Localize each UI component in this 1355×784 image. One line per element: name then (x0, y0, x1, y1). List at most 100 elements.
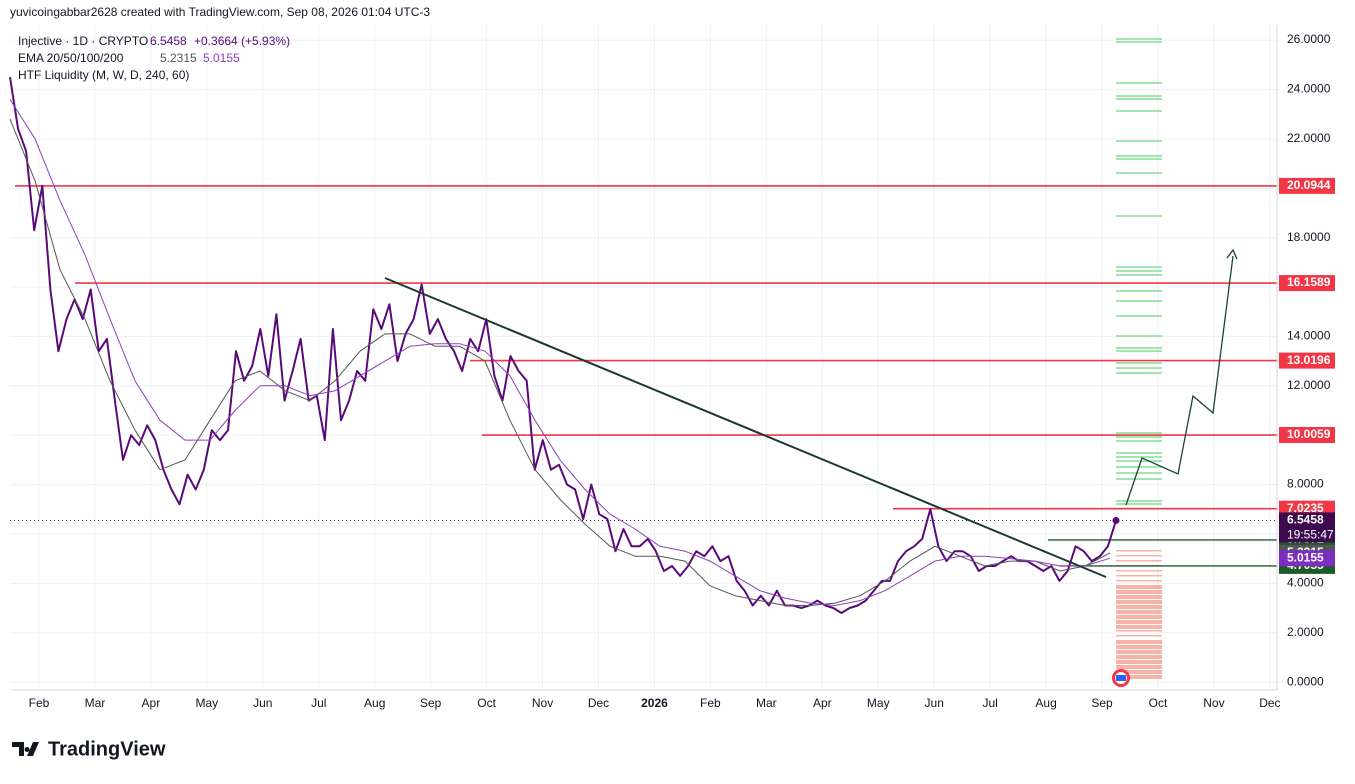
liquidity-band (1116, 625, 1162, 629)
liquidity-band (1116, 456, 1162, 458)
x-tick-label: Oct (477, 696, 496, 710)
liquidity-band (1116, 605, 1162, 609)
liquidity-band (1116, 98, 1162, 100)
x-tick-label: Jul (311, 696, 326, 710)
ema-label-box (1279, 550, 1335, 567)
liquidity-band (1116, 436, 1162, 438)
y-tick-label: 24.0000 (1287, 82, 1331, 96)
y-tick-label: 8.0000 (1287, 477, 1324, 491)
liquidity-band (1116, 110, 1162, 112)
ema-label: 5.0155 (1287, 550, 1324, 564)
liquidity-band (1116, 155, 1162, 157)
legend-ema-value: 5.2315 (160, 51, 197, 65)
y-tick-label: 22.0000 (1287, 131, 1331, 145)
liquidity-band (1116, 41, 1162, 43)
liquidity-band (1116, 432, 1162, 434)
x-tick-label: Feb (29, 696, 50, 710)
liquidity-band (1116, 655, 1162, 659)
liquidity-band (1116, 367, 1162, 369)
level-label-box (1279, 275, 1335, 292)
liquidity-band (1116, 595, 1162, 599)
liquidity-band (1116, 140, 1162, 142)
marks (9, 76, 1277, 614)
liquidity-band (1116, 452, 1162, 454)
liquidity-bands (1116, 38, 1162, 679)
x-tick-label: Aug (364, 696, 385, 710)
liquidity-band (1116, 215, 1162, 217)
level-label: 10.0059 (1287, 427, 1331, 441)
liquidity-band (1116, 670, 1162, 674)
projection (1125, 255, 1234, 506)
liquidity-band (1116, 440, 1162, 442)
liquidity-band (1116, 270, 1162, 272)
liquidity-band (1116, 640, 1162, 644)
x-tick-label: 2026 (641, 696, 668, 710)
x-tick-label: Jun (925, 696, 944, 710)
liquidity-band (1116, 590, 1162, 594)
liquidity-band (1116, 290, 1162, 292)
liquidity-band (1116, 560, 1162, 562)
y-tick-label: 0.0000 (1287, 674, 1324, 688)
x-tick-label: Nov (1203, 696, 1224, 710)
x-tick-label: Jul (982, 696, 997, 710)
liquidity-band (1116, 335, 1162, 337)
liquidity-band (1116, 580, 1162, 582)
liquidity-band (1116, 620, 1162, 624)
liquidity-band (1116, 300, 1162, 302)
liquidity-band (1116, 95, 1162, 97)
price-label-box (1279, 512, 1335, 543)
liquidity-band (1116, 630, 1162, 632)
series-line (9, 118, 1111, 606)
liquidity-band (1116, 362, 1162, 364)
x-tick-label: Jun (253, 696, 272, 710)
liquidity-band (1116, 600, 1162, 604)
x-tick-label: Nov (532, 696, 553, 710)
liquidity-band (1116, 555, 1162, 557)
liquidity-band (1116, 472, 1162, 474)
liquidity-band (1116, 38, 1162, 40)
liquidity-band (1116, 350, 1162, 352)
level-label-box (1279, 352, 1335, 369)
liquidity-band (1116, 660, 1162, 664)
x-tick-label: Apr (142, 696, 161, 710)
legend-price: 6.5458 (150, 34, 187, 48)
liquidity-band (1116, 500, 1162, 502)
series-line (9, 76, 1117, 614)
current-price-dot (1112, 516, 1120, 524)
liquidity-band (1116, 550, 1162, 552)
liquidity-band (1116, 172, 1162, 174)
liquidity-band (1116, 650, 1162, 654)
y-tick-label: 14.0000 (1287, 329, 1331, 343)
price-label: 6.5458 (1287, 513, 1324, 527)
legend-ema: EMA 20/50/100/200 (18, 51, 124, 65)
liquidity-band (1116, 635, 1162, 637)
x-tick-label: Sep (420, 696, 442, 710)
x-tick-label: Dec (1259, 696, 1280, 710)
liquidity-band (1116, 274, 1162, 276)
legend: Injective · 1D · CRYPTO 6.5458 +0.3664 (… (18, 34, 290, 82)
flag-icon (1112, 669, 1130, 687)
liquidity-band (1116, 266, 1162, 268)
y-tick-label: 12.0000 (1287, 378, 1331, 392)
x-tick-label: Sep (1091, 696, 1113, 710)
legend-change: +0.3664 (+5.93%) (194, 34, 290, 48)
projection-arrowhead (1226, 248, 1238, 260)
liquidity-band (1116, 478, 1162, 480)
logo-text: TradingView (48, 738, 166, 760)
x-tick-label: Mar (85, 696, 106, 710)
level-label-box (1279, 177, 1335, 194)
level-label-box (1279, 427, 1335, 444)
x-tick-label: May (867, 696, 890, 710)
liquidity-band (1116, 82, 1162, 84)
liquidity-band (1116, 610, 1162, 614)
axes: 0.00002.00004.00006.00008.000010.000012.… (29, 32, 1335, 710)
y-tick-label: 18.0000 (1287, 230, 1331, 244)
countdown: 19:55:47 (1287, 528, 1334, 542)
credit: yuvicoingabbar2628 created with TradingV… (10, 5, 430, 19)
legend-indicator: HTF Liquidity (M, W, D, 240, 60) (18, 68, 189, 82)
liquidity-band (1116, 460, 1162, 462)
legend-symbol: Injective · 1D · CRYPTO (18, 34, 148, 48)
